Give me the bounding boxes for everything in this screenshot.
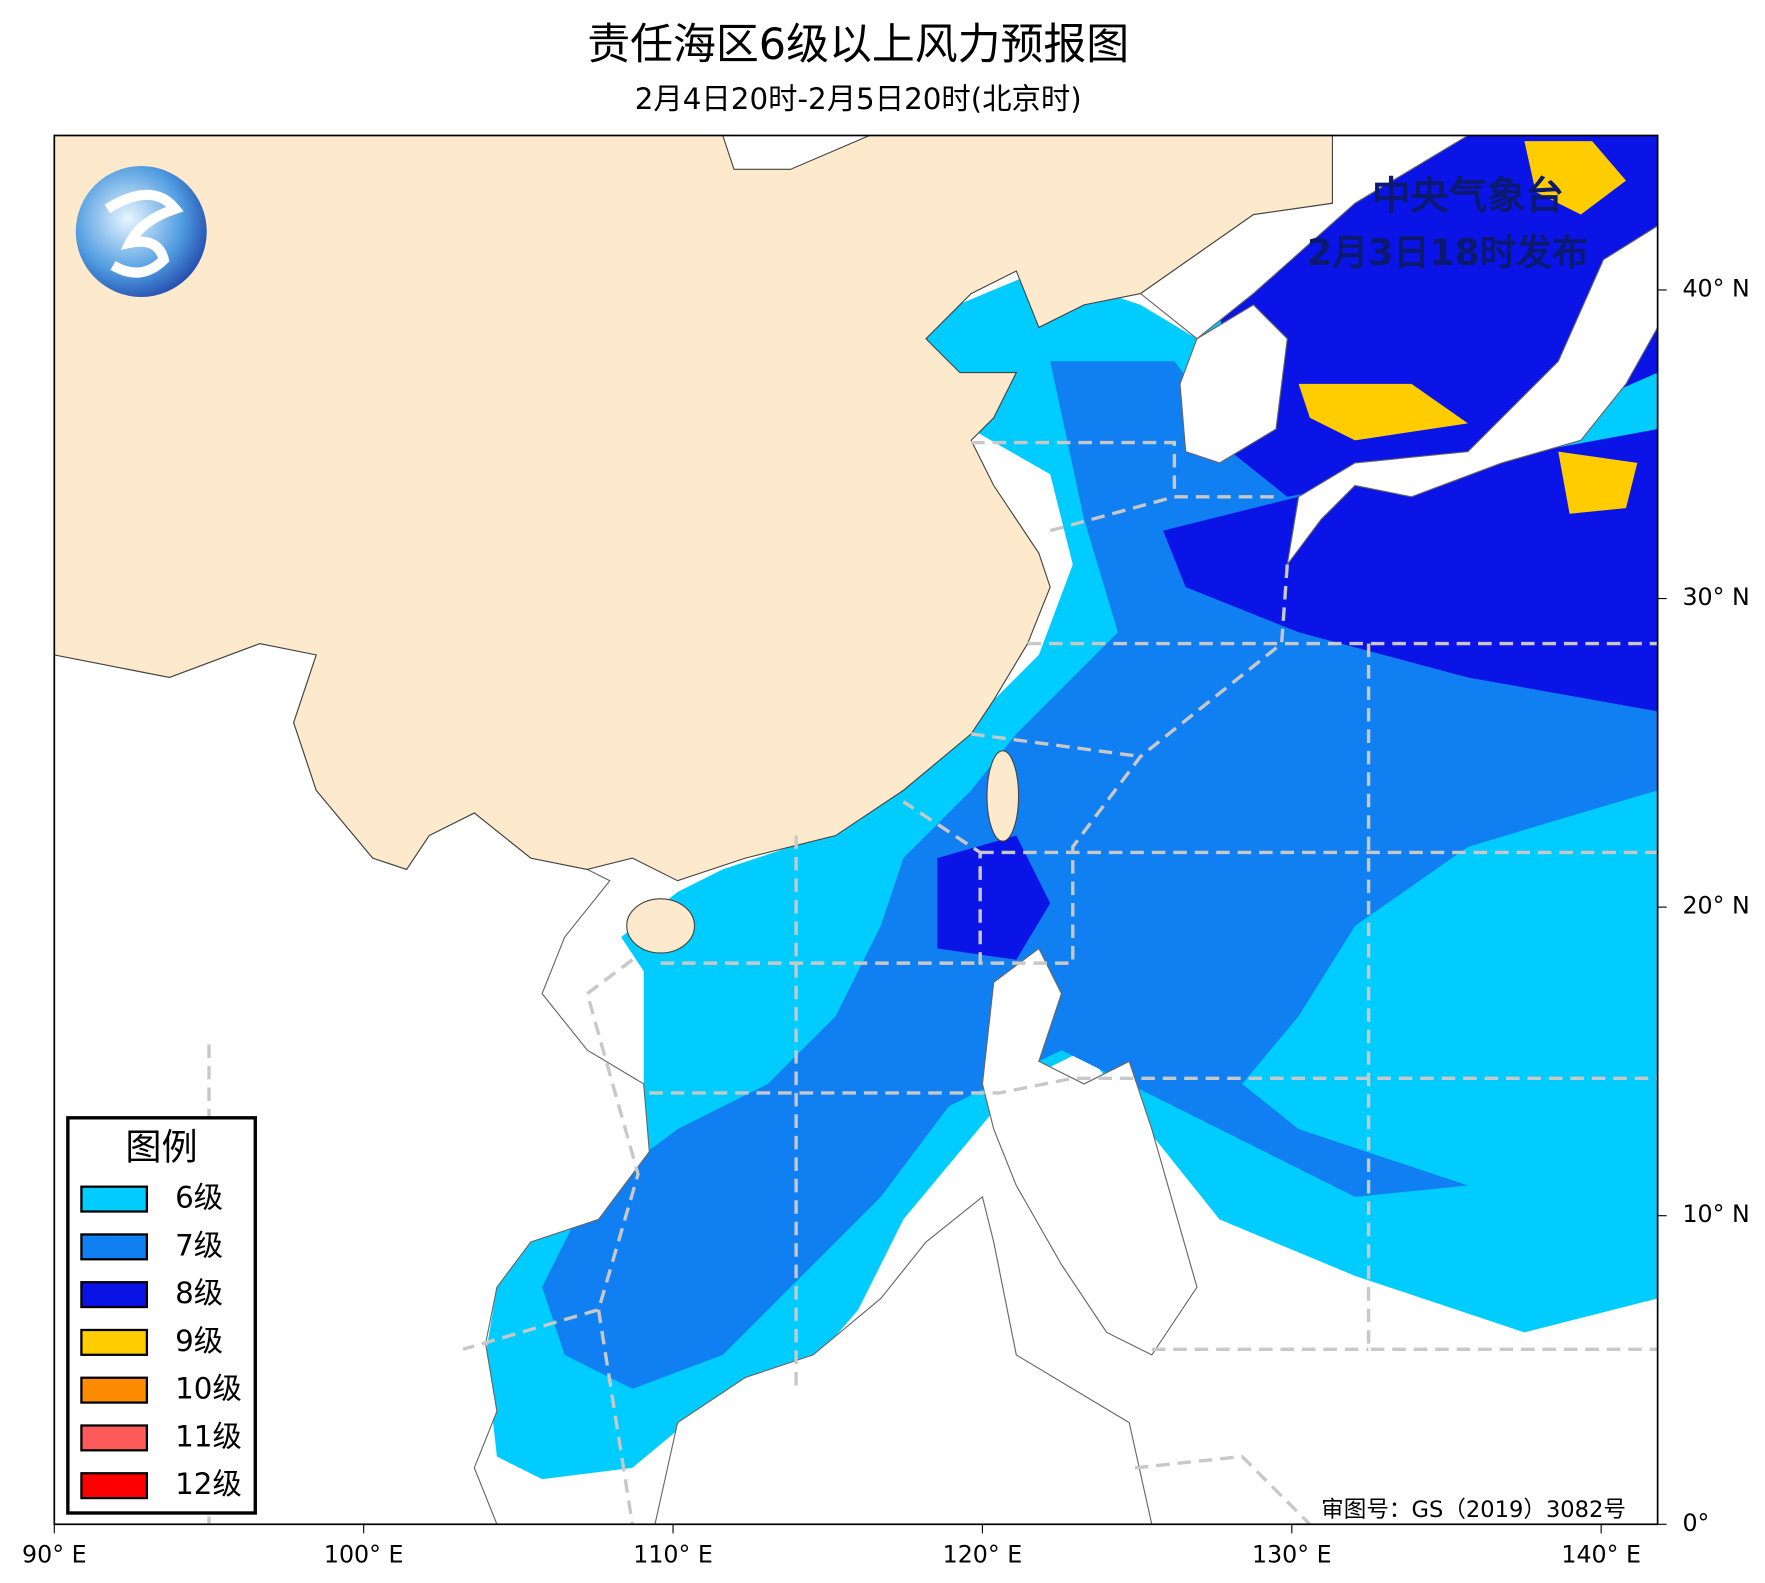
legend-swatch <box>80 1328 149 1356</box>
issuer: 中央气象台 <box>1372 174 1564 219</box>
boundary <box>970 732 1141 759</box>
x-axis-label: 130° E <box>1252 1540 1332 1568</box>
issue-time: 2月3日18时发布 <box>1307 231 1588 274</box>
y-axis-label: 0° <box>1682 1509 1709 1537</box>
china-mainland <box>54 135 1334 882</box>
wind-area-8 <box>1163 429 1658 712</box>
hainan <box>626 898 696 954</box>
title: 责任海区6级以上风力预报图 <box>587 20 1129 70</box>
boundary <box>1134 1454 1312 1525</box>
legend-swatch <box>80 1185 149 1213</box>
x-axis-label: 100° E <box>324 1540 404 1568</box>
legend-swatch <box>80 1424 149 1452</box>
y-axis-label: 20° N <box>1682 892 1749 920</box>
boundary <box>902 564 1289 965</box>
boundary <box>462 958 640 1351</box>
legend-box <box>66 1116 257 1515</box>
legend-swatch <box>80 1281 149 1309</box>
legend-swatch <box>80 1376 149 1404</box>
korea <box>1179 304 1288 464</box>
legend-label: 11级 <box>175 1419 242 1453</box>
boundary <box>596 1309 635 1525</box>
philippines <box>981 947 1198 1356</box>
logo-mark <box>104 189 184 278</box>
y-axis-label: 10° N <box>1682 1200 1749 1228</box>
taiwan <box>986 750 1020 842</box>
borneo <box>654 1195 1153 1525</box>
x-axis-label: 90° E <box>22 1540 87 1568</box>
legend-label: 10级 <box>175 1372 242 1406</box>
map-area <box>54 135 1658 1525</box>
legend-label: 7级 <box>175 1228 223 1262</box>
map-number: 审图号：GS（2019）3082号 <box>1321 1497 1626 1523</box>
wind-area-9 <box>1524 141 1627 215</box>
map-frame <box>53 134 1659 1526</box>
wind-area-8 <box>937 835 1051 960</box>
legend-label: 6级 <box>175 1181 223 1215</box>
x-axis-label: 110° E <box>633 1540 713 1568</box>
legend-swatch <box>80 1233 149 1261</box>
boundary <box>971 440 1276 499</box>
boundary <box>1049 495 1175 533</box>
wind-area-9 <box>1558 451 1638 514</box>
china <box>54 135 1334 954</box>
legend-label: 9级 <box>175 1324 223 1358</box>
logo <box>75 165 207 297</box>
y-axis-label: 40° N <box>1682 274 1749 302</box>
subtitle: 2月4日20时-2月5日20时(北京时) <box>635 82 1082 116</box>
wind-area-9 <box>1298 383 1468 441</box>
y-axis-label: 30° N <box>1682 583 1749 611</box>
boundary <box>649 1076 1658 1095</box>
japan <box>1286 225 1658 565</box>
legend-label: 12级 <box>175 1467 242 1501</box>
legend-label: 8级 <box>175 1276 223 1310</box>
legend-title: 图例 <box>125 1125 197 1168</box>
x-axis-label: 120° E <box>943 1540 1023 1568</box>
x-axis-label: 140° E <box>1561 1540 1641 1568</box>
legend-swatch <box>80 1472 149 1500</box>
